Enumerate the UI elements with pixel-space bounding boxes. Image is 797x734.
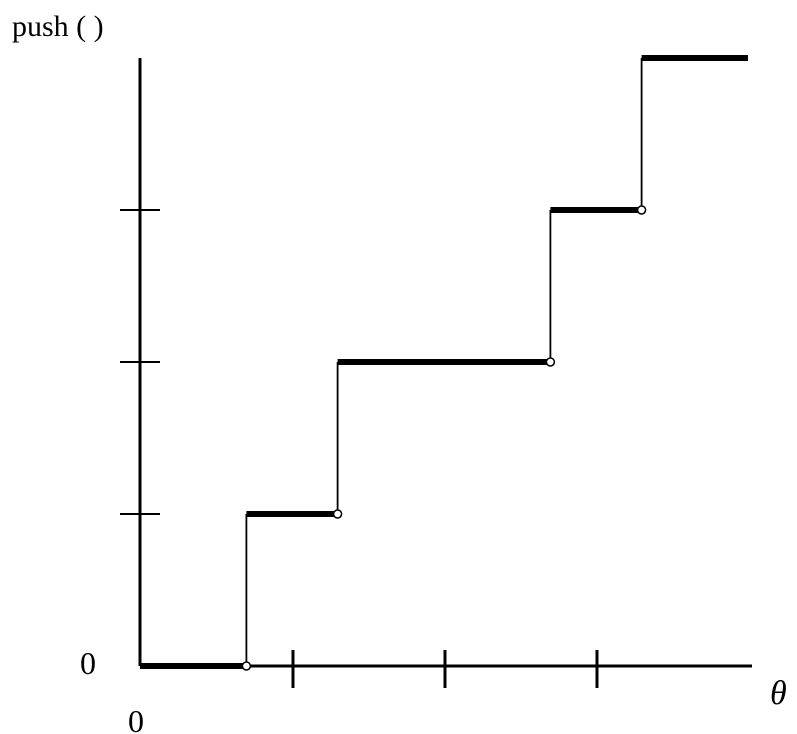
open-endpoint-4	[636, 205, 647, 215]
step-series	[140, 55, 748, 671]
open-endpoint-1	[241, 661, 252, 671]
axes	[120, 58, 752, 688]
x-origin-label: 0	[128, 703, 144, 734]
y-axis-label: push ( )	[12, 10, 104, 43]
y-origin-label: 0	[80, 645, 96, 681]
open-endpoint-3	[545, 357, 556, 367]
labels: push ( ) θ 0 0	[12, 10, 787, 734]
x-axis-label: θ	[770, 675, 787, 712]
open-endpoint-2	[332, 509, 343, 519]
